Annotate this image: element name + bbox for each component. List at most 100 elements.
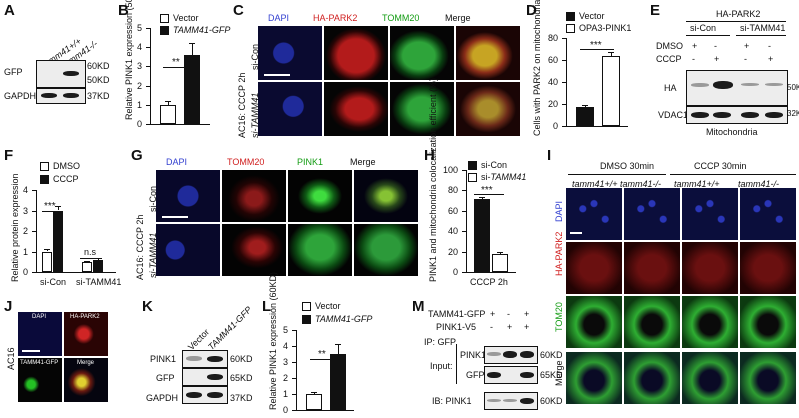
m-row-2: PINK1-V5 <box>436 322 477 332</box>
k-lane-2: TAMM41-GFP <box>206 304 254 353</box>
f-bar-3 <box>93 259 103 272</box>
e-row-cccp: CCCP <box>656 54 682 64</box>
m-blot-label-1: PINK1 <box>460 350 487 360</box>
i-row-dapi: DAPI <box>554 200 564 222</box>
h-tick-1 <box>462 251 466 253</box>
i-img-r2-c3 <box>682 242 738 294</box>
panel-label-k: K <box>142 298 153 315</box>
d-tick-label-4: 80 <box>548 33 559 43</box>
d-errcap-1 <box>608 52 614 54</box>
h-xlabel: CCCP 2h <box>470 277 508 287</box>
f-legend-1: DMSO <box>53 161 80 171</box>
l-tick-label-2: 2 <box>283 373 289 383</box>
m-sign-2-3: + <box>524 322 530 332</box>
b-tick-0 <box>146 124 150 125</box>
g-img-pink1-2 <box>288 224 352 276</box>
h-sig-line <box>474 194 504 195</box>
k-row-gapdh: GAPDH <box>146 393 179 403</box>
h-errcap-1 <box>497 251 503 253</box>
b-bar-1 <box>184 54 200 124</box>
f-errbar-1 <box>58 206 59 211</box>
i-img-r3-c4 <box>740 296 796 348</box>
a-mw-37: 37KD <box>87 91 110 101</box>
f-errbar-0 <box>47 249 48 252</box>
i-img-r2-c4 <box>740 242 796 294</box>
h-errbar-0 <box>482 196 483 199</box>
g-side: AC16: CCCP 2h <box>135 214 145 280</box>
m-mw-1: 60KD <box>540 350 563 360</box>
e-row-dmso: DMSO <box>656 41 683 51</box>
k-row-pink1: PINK1 <box>150 354 177 364</box>
k-lane-1: Vector <box>186 326 212 353</box>
b-tick-4 <box>146 47 150 49</box>
m-sign-2-2: + <box>507 322 513 332</box>
l-legend-swatch-2 <box>302 315 311 324</box>
g-img-tomm20-2 <box>222 224 286 276</box>
b-tick-label-4: 4 <box>137 42 143 53</box>
j-label-dapi: DAPI <box>32 314 47 320</box>
j-scale-bar <box>22 350 40 352</box>
k-mw-65: 65KD <box>230 373 253 383</box>
h-tick-label-4: 80 <box>448 185 459 196</box>
m-sign-1-2: - <box>507 309 510 319</box>
e-row-vdac1: VDAC1 <box>658 110 689 120</box>
b-sig-line <box>163 67 191 68</box>
h-tick-3 <box>462 210 466 212</box>
j-img-gfp: TAMM41-GFP <box>18 358 62 402</box>
m-blot-label-3: IB: PINK1 <box>432 396 472 406</box>
c-img-park2-1 <box>324 26 388 80</box>
d-tick-1 <box>562 104 566 105</box>
l-xaxis <box>296 410 354 411</box>
e-group-1: si-Con <box>690 23 717 33</box>
l-tick-1 <box>292 394 296 395</box>
g-col-dapi: DAPI <box>166 157 188 167</box>
d-tick-label-2: 40 <box>548 77 559 87</box>
e-group-line-2 <box>736 35 786 36</box>
j-label-merge: Merge <box>77 360 95 366</box>
h-errcap-0 <box>479 196 485 198</box>
h-xaxis <box>466 272 516 273</box>
m-input: Input: <box>430 361 453 371</box>
h-sig: *** <box>481 185 493 196</box>
d-bar-0 <box>576 107 594 126</box>
g-img-dapi-2 <box>156 224 220 276</box>
panel-label-a: A <box>4 2 15 19</box>
j-label-gfp: TAMM41-GFP <box>20 360 59 366</box>
g-img-tomm20-1 <box>222 170 286 222</box>
g-img-merge-1 <box>354 170 418 222</box>
b-tick-5 <box>146 28 150 29</box>
b-legend-swatch-2 <box>160 26 169 35</box>
c-img-park2-2 <box>324 82 388 136</box>
l-sig-line <box>310 359 338 360</box>
f-sig-line-1 <box>42 211 62 212</box>
i-group-line-1 <box>568 174 666 175</box>
c-col-park2: HA-PARK2 <box>313 13 358 23</box>
h-legend-1: si-Con <box>481 160 508 170</box>
e-sign-1-3: + <box>744 41 750 51</box>
a-mw-60: 60KD <box>87 61 110 71</box>
k-blot-gfp <box>182 368 228 386</box>
g-img-dapi-1 <box>156 170 220 222</box>
l-tick-label-3: 3 <box>283 357 289 367</box>
d-tick-label-0: 0 <box>553 121 559 131</box>
d-errbar-0 <box>585 105 586 108</box>
i-col-2: tamm41-/- <box>620 179 662 189</box>
k-blot-gapdh <box>182 386 228 404</box>
h-tick-4 <box>462 190 466 192</box>
k-mw-60: 60KD <box>230 354 253 364</box>
f-sig-line-2 <box>80 258 102 259</box>
e-row-ha: HA <box>664 83 677 93</box>
m-blot-pink1 <box>484 346 538 364</box>
m-row-1: TAMM41-GFP <box>428 309 486 319</box>
l-legend-1: Vector <box>315 301 341 311</box>
d-tick-label-3: 60 <box>548 55 559 65</box>
b-errbar-0 <box>168 100 169 105</box>
c-col-dapi: DAPI <box>268 13 290 23</box>
b-legend-swatch-1 <box>160 14 169 23</box>
panel-label-e: E <box>650 2 661 19</box>
c-img-tomm20-2 <box>390 82 454 136</box>
d-errcap-0 <box>582 105 588 107</box>
l-tick-2 <box>292 378 296 379</box>
f-errcap-3 <box>95 258 101 260</box>
m-sign-1-1: + <box>490 309 496 319</box>
